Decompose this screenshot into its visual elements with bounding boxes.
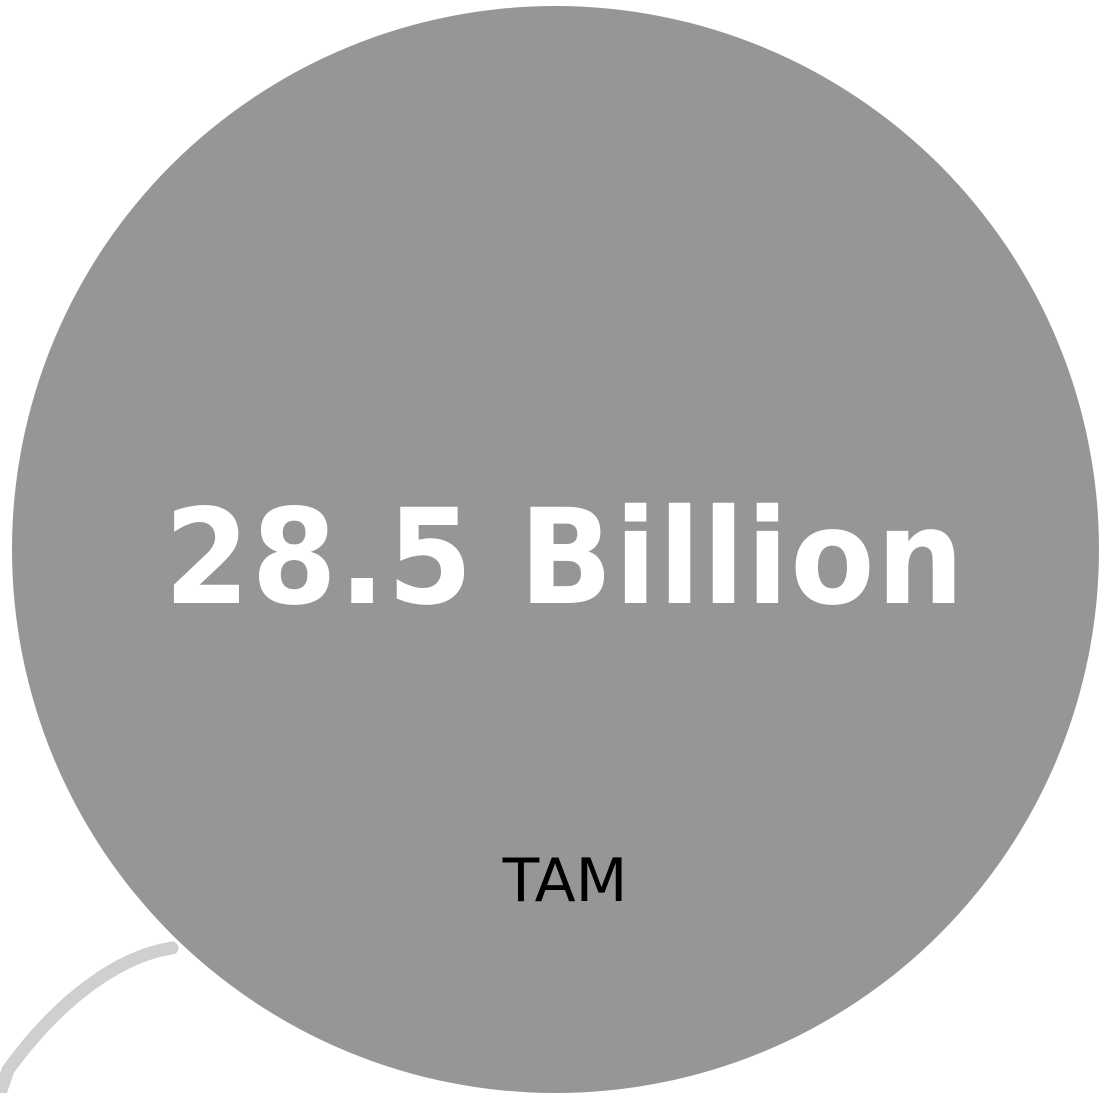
decorative-arc xyxy=(0,941,179,1093)
market-size-value: 28.5 Billion xyxy=(164,481,966,635)
market-size-label: TAM xyxy=(502,846,628,916)
tam-circle xyxy=(12,6,1099,1093)
